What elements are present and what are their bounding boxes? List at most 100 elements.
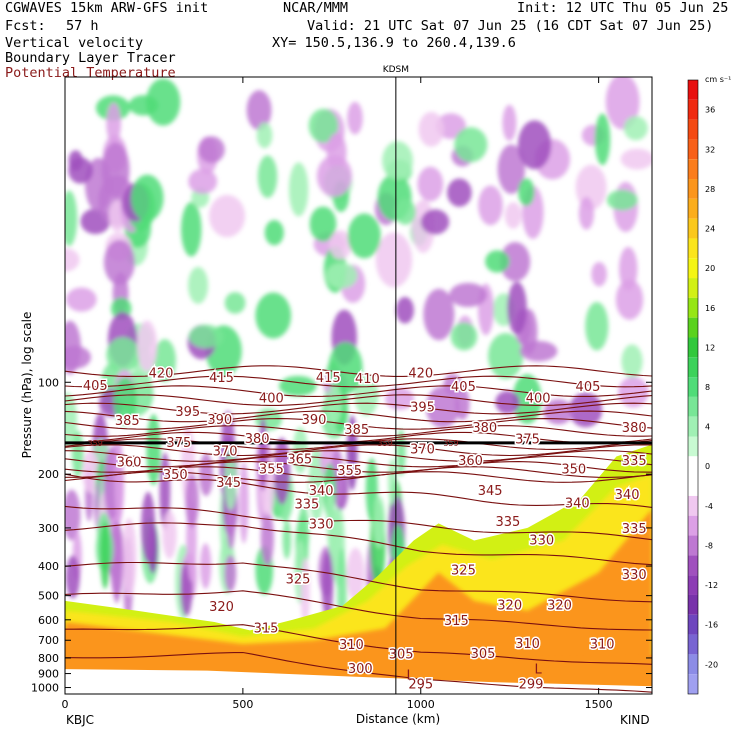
theta-label: 375 (166, 436, 191, 451)
theta-contour-line (65, 590, 652, 631)
theta-contour-line (65, 394, 652, 406)
theta-label: 395 (175, 405, 200, 420)
theta-contour-line (65, 375, 652, 388)
colorbar-tick-label: 20 (705, 264, 715, 273)
colorbar-swatch (688, 337, 698, 358)
vertical-velocity-field (65, 77, 652, 694)
theta-label: 390 (207, 413, 232, 428)
theta-label: 385 (344, 423, 369, 438)
colorbar-swatch (688, 238, 698, 259)
velocity-cell (518, 178, 535, 206)
velocity-cell (346, 547, 365, 602)
colorbar-tick-label: 32 (705, 145, 715, 154)
velocity-cell (106, 102, 122, 145)
theta-label: 310 (590, 638, 615, 653)
theta-label: 345 (216, 476, 241, 491)
theta-contour-line (65, 410, 652, 423)
theta-contour-line (65, 651, 652, 693)
theta-label: 395 (410, 400, 435, 415)
velocity-cell (114, 438, 124, 523)
colorbar-swatch (688, 476, 698, 496)
colorbar-swatch (688, 357, 698, 378)
colorbar-swatch (688, 218, 698, 239)
theta-label-small: 359 (443, 439, 458, 448)
velocity-cell (417, 166, 444, 202)
fcst-label: Fcst: (5, 18, 46, 34)
plot-frame (64, 76, 653, 695)
theta-contour-line (65, 561, 652, 603)
velocity-cell (382, 141, 413, 181)
theta-label: 330 (529, 534, 554, 549)
velocity-cell (224, 554, 237, 592)
theta-label: 390 (302, 413, 327, 428)
theta-label: 320 (547, 599, 572, 614)
velocity-cell (328, 342, 363, 395)
colorbar-swatch (688, 416, 698, 437)
valid-time: Valid: 21 UTC Sat 07 Jun 25 (16 CDT Sat … (307, 18, 714, 34)
theta-label: 400 (259, 391, 284, 406)
colorbar-swatch (688, 674, 698, 694)
velocity-cell (258, 417, 268, 491)
y-tick-label: 400 (38, 560, 59, 573)
y-tick-label: 800 (38, 652, 59, 665)
velocity-cell (65, 392, 78, 447)
velocity-cell (145, 78, 181, 126)
colorbar-swatch (688, 159, 698, 180)
colorbar-tick-label: 16 (705, 304, 715, 313)
velocity-cell (65, 190, 78, 247)
velocity-cell (420, 209, 450, 235)
colorbar-units: cm s⁻¹ (705, 75, 731, 84)
x-tick-label: 1500 (585, 698, 613, 711)
colorbar-swatch (688, 258, 698, 279)
colorbar-tick-label: -16 (705, 621, 718, 630)
theta-contour-line (65, 385, 652, 397)
y-tick-label: 1000 (31, 682, 59, 695)
colorbar-tick-label: 28 (705, 185, 715, 194)
theta-label: 370 (410, 443, 435, 458)
velocity-cell (300, 558, 310, 626)
velocity-cell (504, 202, 522, 229)
theta-contour-line (65, 471, 652, 483)
velocity-cell (347, 101, 363, 135)
theta-label: 335 (622, 454, 647, 469)
theta-label: 420 (408, 367, 433, 382)
colorbar-swatch (688, 535, 698, 556)
velocity-cell (316, 155, 352, 198)
theta-contour-line (65, 402, 652, 415)
velocity-cell (578, 197, 595, 230)
model-title: CGWAVES 15km ARW-GFS init (5, 0, 209, 16)
velocity-cell (623, 116, 648, 141)
velocity-cell (199, 543, 212, 590)
velocity-cell (620, 148, 652, 170)
velocity-cell (447, 178, 472, 207)
theta-label: 365 (287, 453, 312, 468)
theta-label: 299 (519, 677, 544, 692)
theta-contour-line (65, 455, 652, 468)
velocity-cell (121, 517, 137, 597)
velocity-cell (396, 429, 406, 477)
velocity-cell (347, 213, 381, 259)
velocity-cell (594, 113, 611, 166)
velocity-blobs (65, 77, 652, 636)
velocity-cell (500, 241, 531, 282)
theta-label: 320 (497, 599, 522, 614)
theta-contours (65, 365, 652, 693)
theta-label: 360 (117, 456, 142, 471)
velocity-cell (619, 246, 638, 291)
velocity-cell (188, 168, 218, 194)
theta-contour-line (65, 450, 652, 462)
colorbar-swatch (688, 555, 698, 576)
colorbar-swatch (688, 139, 698, 160)
velocity-cell (260, 510, 274, 566)
velocity-cell (131, 174, 164, 222)
theta-label-small: 359 (378, 439, 393, 448)
theta-contour-line (65, 624, 652, 665)
colorbar-tick-label: 4 (705, 423, 710, 432)
velocity-cell (615, 279, 644, 320)
colorbar-swatch (688, 654, 698, 675)
colorbar-frame (687, 79, 699, 695)
velocity-cell (100, 521, 110, 589)
theta-label: 310 (515, 637, 540, 652)
theta-label: 400 (526, 391, 551, 406)
